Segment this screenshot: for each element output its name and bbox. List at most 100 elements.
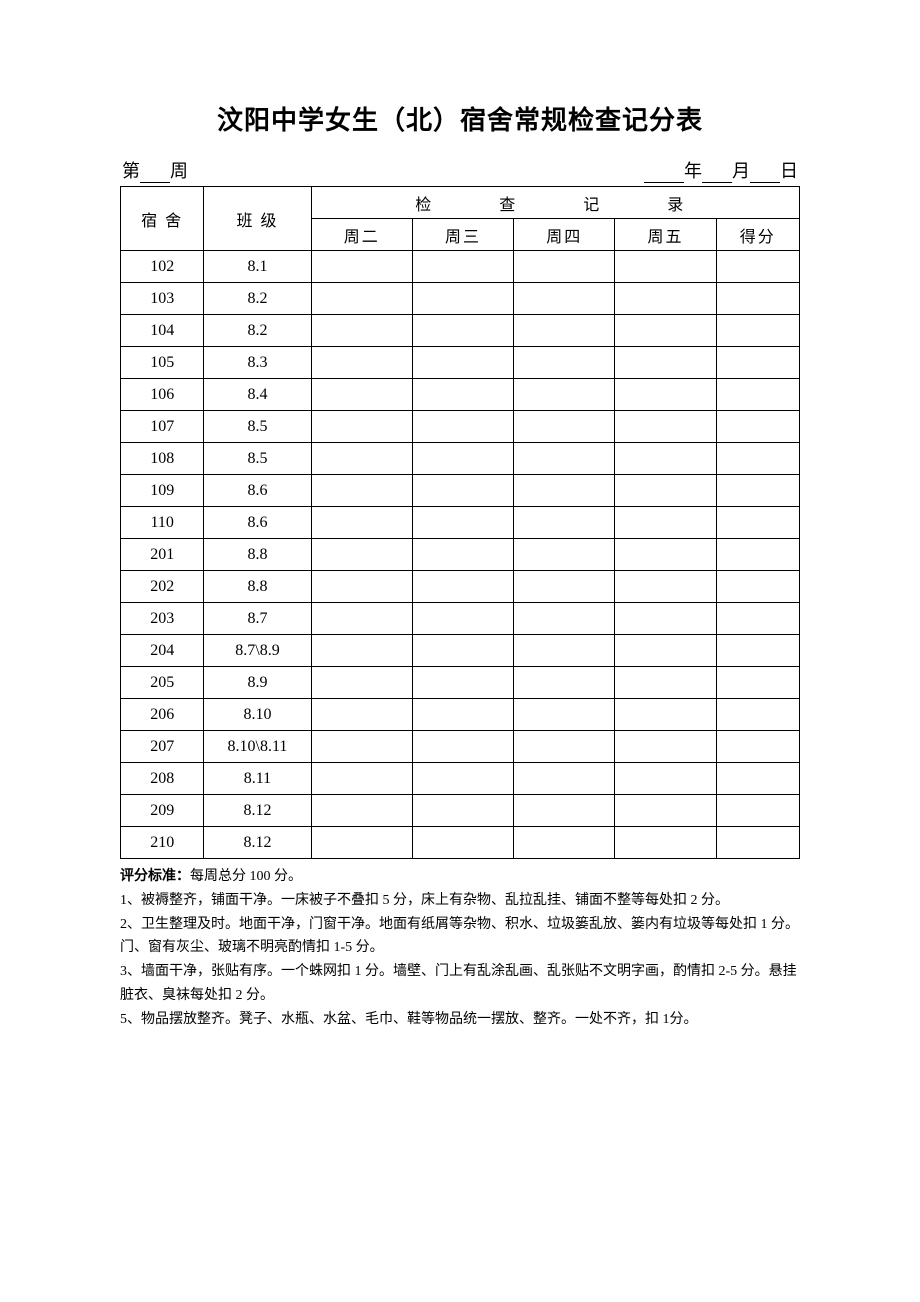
cell-score xyxy=(716,315,799,347)
cell-dorm: 210 xyxy=(121,827,204,859)
cell-class: 8.6 xyxy=(204,475,311,507)
th-score: 得分 xyxy=(716,219,799,251)
cell-dorm: 105 xyxy=(121,347,204,379)
month-blank xyxy=(702,163,732,183)
cell-dorm: 102 xyxy=(121,251,204,283)
cell-wed xyxy=(412,539,513,571)
cell-fri xyxy=(615,635,716,667)
year-suffix: 年 xyxy=(684,161,702,181)
cell-class: 8.11 xyxy=(204,763,311,795)
table-row: 1058.3 xyxy=(121,347,800,379)
cell-thu xyxy=(514,699,615,731)
cell-tue xyxy=(311,411,412,443)
cell-wed xyxy=(412,763,513,795)
table-row: 2048.7\8.9 xyxy=(121,635,800,667)
cell-dorm: 106 xyxy=(121,379,204,411)
cell-tue xyxy=(311,315,412,347)
cell-score xyxy=(716,667,799,699)
cell-dorm: 209 xyxy=(121,795,204,827)
rules-section: 评分标准：每周总分 100 分。 1、被褥整齐，铺面干净。一床被子不叠扣 5 分… xyxy=(120,865,800,1032)
cell-score xyxy=(716,443,799,475)
cell-thu xyxy=(514,443,615,475)
cell-dorm: 109 xyxy=(121,475,204,507)
cell-fri xyxy=(615,315,716,347)
cell-class: 8.12 xyxy=(204,795,311,827)
cell-wed xyxy=(412,603,513,635)
cell-fri xyxy=(615,795,716,827)
cell-score xyxy=(716,795,799,827)
cell-thu xyxy=(514,283,615,315)
year-blank xyxy=(644,163,684,183)
cell-score xyxy=(716,603,799,635)
cell-score xyxy=(716,827,799,859)
cell-wed xyxy=(412,507,513,539)
cell-wed xyxy=(412,731,513,763)
th-class: 班 级 xyxy=(204,187,311,251)
cell-fri xyxy=(615,475,716,507)
rule-item: 2、卫生整理及时。地面干净，门窗干净。地面有纸屑等杂物、积水、垃圾篓乱放、篓内有… xyxy=(120,913,800,961)
week-blank xyxy=(140,163,170,183)
th-wed: 周三 xyxy=(412,219,513,251)
cell-wed xyxy=(412,347,513,379)
cell-fri xyxy=(615,379,716,411)
cell-tue xyxy=(311,379,412,411)
cell-class: 8.7 xyxy=(204,603,311,635)
cell-class: 8.5 xyxy=(204,443,311,475)
cell-thu xyxy=(514,379,615,411)
cell-fri xyxy=(615,539,716,571)
page-title: 汶阳中学女生（北）宿舍常规检查记分表 xyxy=(120,100,800,137)
cell-dorm: 104 xyxy=(121,315,204,347)
cell-score xyxy=(716,539,799,571)
cell-tue xyxy=(311,507,412,539)
cell-thu xyxy=(514,539,615,571)
cell-score xyxy=(716,283,799,315)
cell-dorm: 202 xyxy=(121,571,204,603)
table-body: 1028.11038.21048.21058.31068.41078.51088… xyxy=(121,251,800,859)
cell-tue xyxy=(311,475,412,507)
table-row: 1038.2 xyxy=(121,283,800,315)
cell-thu xyxy=(514,795,615,827)
day-suffix: 日 xyxy=(780,161,798,181)
table-row: 2068.10 xyxy=(121,699,800,731)
cell-tue xyxy=(311,603,412,635)
cell-class: 8.12 xyxy=(204,827,311,859)
cell-class: 8.4 xyxy=(204,379,311,411)
week-suffix: 周 xyxy=(170,161,188,181)
cell-thu xyxy=(514,251,615,283)
cell-tue xyxy=(311,283,412,315)
th-check-record: 检 查 记 录 xyxy=(311,187,799,219)
cell-wed xyxy=(412,827,513,859)
table-header-row-1: 宿 舍 班 级 检 查 记 录 xyxy=(121,187,800,219)
cell-thu xyxy=(514,763,615,795)
table-row: 2028.8 xyxy=(121,571,800,603)
cell-score xyxy=(716,507,799,539)
table-row: 2098.12 xyxy=(121,795,800,827)
cell-class: 8.7\8.9 xyxy=(204,635,311,667)
cell-dorm: 110 xyxy=(121,507,204,539)
cell-wed xyxy=(412,251,513,283)
table-row: 1108.6 xyxy=(121,507,800,539)
cell-tue xyxy=(311,731,412,763)
cell-score xyxy=(716,347,799,379)
table-row: 1078.5 xyxy=(121,411,800,443)
rules-items: 1、被褥整齐，铺面干净。一床被子不叠扣 5 分，床上有杂物、乱拉乱挂、铺面不整等… xyxy=(120,889,800,1032)
cell-wed xyxy=(412,283,513,315)
cell-dorm: 107 xyxy=(121,411,204,443)
th-dorm: 宿 舍 xyxy=(121,187,204,251)
table-row: 1098.6 xyxy=(121,475,800,507)
cell-wed xyxy=(412,315,513,347)
table-row: 2078.10\8.11 xyxy=(121,731,800,763)
cell-tue xyxy=(311,571,412,603)
cell-class: 8.5 xyxy=(204,411,311,443)
table-row: 2088.11 xyxy=(121,763,800,795)
cell-fri xyxy=(615,763,716,795)
cell-fri xyxy=(615,571,716,603)
rule-item: 1、被褥整齐，铺面干净。一床被子不叠扣 5 分，床上有杂物、乱拉乱挂、铺面不整等… xyxy=(120,889,800,913)
table-row: 2018.8 xyxy=(121,539,800,571)
cell-dorm: 108 xyxy=(121,443,204,475)
table-row: 2108.12 xyxy=(121,827,800,859)
cell-fri xyxy=(615,731,716,763)
cell-score xyxy=(716,475,799,507)
cell-score xyxy=(716,635,799,667)
cell-fri xyxy=(615,827,716,859)
